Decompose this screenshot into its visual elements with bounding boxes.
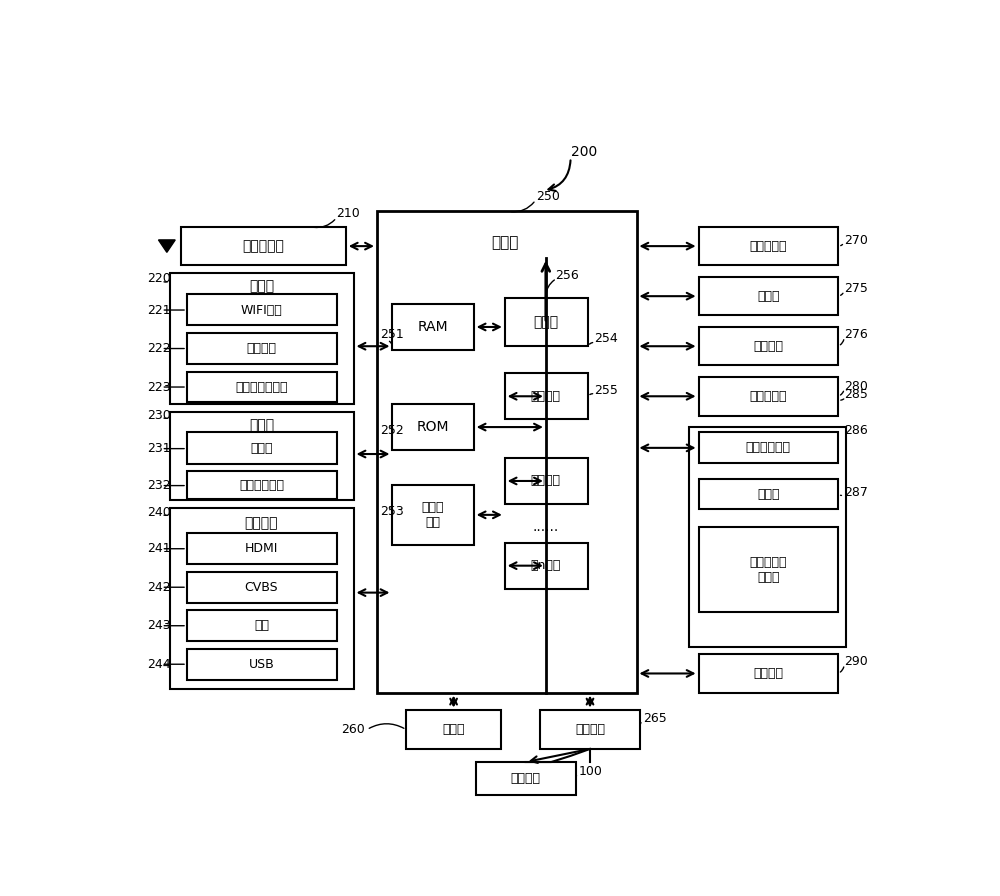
FancyBboxPatch shape bbox=[187, 533, 337, 564]
Text: 200: 200 bbox=[571, 145, 597, 159]
FancyBboxPatch shape bbox=[698, 527, 838, 612]
Text: WIFI模块: WIFI模块 bbox=[241, 304, 282, 316]
Text: USB: USB bbox=[249, 658, 274, 671]
Text: 音频处理器: 音频处理器 bbox=[750, 390, 787, 403]
Text: 210: 210 bbox=[337, 207, 360, 220]
Text: 存储器: 存储器 bbox=[442, 723, 465, 737]
FancyBboxPatch shape bbox=[392, 404, 474, 450]
FancyBboxPatch shape bbox=[698, 277, 838, 315]
FancyBboxPatch shape bbox=[505, 298, 588, 346]
Text: 242: 242 bbox=[147, 581, 170, 594]
Text: 276: 276 bbox=[844, 328, 868, 341]
Text: 255: 255 bbox=[594, 384, 618, 398]
FancyBboxPatch shape bbox=[505, 458, 588, 504]
Text: 第一接口: 第一接口 bbox=[531, 390, 561, 403]
Polygon shape bbox=[158, 240, 175, 253]
Text: 280: 280 bbox=[844, 380, 868, 392]
Text: 275: 275 bbox=[844, 282, 868, 295]
FancyBboxPatch shape bbox=[505, 543, 588, 589]
Text: 252: 252 bbox=[380, 425, 404, 437]
Text: 第n接口: 第n接口 bbox=[531, 559, 561, 573]
Text: 视频处理器: 视频处理器 bbox=[750, 239, 787, 253]
Text: 调谐解调器: 调谐解调器 bbox=[242, 239, 284, 253]
FancyBboxPatch shape bbox=[698, 654, 838, 693]
Text: CVBS: CVBS bbox=[245, 581, 278, 594]
FancyBboxPatch shape bbox=[187, 294, 337, 325]
FancyBboxPatch shape bbox=[187, 372, 337, 402]
Text: 265: 265 bbox=[643, 711, 666, 725]
Text: 221: 221 bbox=[147, 304, 170, 316]
Text: 290: 290 bbox=[844, 655, 868, 668]
FancyBboxPatch shape bbox=[392, 304, 474, 350]
Text: 通信器: 通信器 bbox=[249, 280, 274, 293]
FancyBboxPatch shape bbox=[187, 471, 337, 499]
FancyBboxPatch shape bbox=[187, 610, 337, 642]
Text: 270: 270 bbox=[844, 234, 868, 247]
Text: 扬声器: 扬声器 bbox=[757, 487, 780, 501]
Text: 控制器: 控制器 bbox=[491, 235, 518, 250]
Text: 有线以太网模块: 有线以太网模块 bbox=[235, 381, 288, 393]
Text: 用户接口: 用户接口 bbox=[575, 723, 605, 737]
FancyBboxPatch shape bbox=[698, 478, 838, 510]
Text: 244: 244 bbox=[147, 658, 170, 671]
Text: 摄像头: 摄像头 bbox=[250, 442, 273, 455]
Text: 251: 251 bbox=[380, 328, 404, 341]
Text: 231: 231 bbox=[147, 442, 170, 455]
FancyBboxPatch shape bbox=[170, 508, 354, 689]
Text: HDMI: HDMI bbox=[245, 542, 278, 556]
FancyBboxPatch shape bbox=[187, 572, 337, 603]
FancyBboxPatch shape bbox=[181, 227, 346, 265]
Text: 声音采集组件: 声音采集组件 bbox=[239, 479, 284, 492]
Text: 222: 222 bbox=[147, 342, 170, 355]
Text: ROM: ROM bbox=[416, 420, 449, 434]
FancyBboxPatch shape bbox=[540, 711, 640, 749]
FancyBboxPatch shape bbox=[377, 211, 637, 693]
Text: 254: 254 bbox=[594, 332, 618, 345]
FancyBboxPatch shape bbox=[698, 327, 838, 366]
Text: 外接音响输
出端子: 外接音响输 出端子 bbox=[750, 556, 787, 583]
FancyBboxPatch shape bbox=[170, 411, 354, 500]
Text: 232: 232 bbox=[147, 479, 170, 492]
Text: 显示器: 显示器 bbox=[757, 289, 780, 303]
Text: 供电电源: 供电电源 bbox=[753, 667, 783, 680]
Text: 260: 260 bbox=[342, 723, 365, 737]
Text: 250: 250 bbox=[536, 190, 560, 202]
Text: RAM: RAM bbox=[417, 320, 448, 334]
Text: 处理器: 处理器 bbox=[533, 315, 558, 330]
FancyBboxPatch shape bbox=[698, 377, 838, 416]
FancyBboxPatch shape bbox=[505, 373, 588, 419]
Text: 286: 286 bbox=[844, 425, 868, 437]
Text: 256: 256 bbox=[555, 269, 579, 282]
Text: 240: 240 bbox=[147, 506, 170, 519]
Text: 控制装置: 控制装置 bbox=[511, 772, 541, 786]
Text: 分量: 分量 bbox=[254, 619, 269, 633]
FancyBboxPatch shape bbox=[392, 485, 474, 545]
Text: 触控组件: 触控组件 bbox=[753, 340, 783, 353]
FancyBboxPatch shape bbox=[689, 427, 846, 647]
Text: 230: 230 bbox=[147, 409, 170, 422]
Text: 287: 287 bbox=[844, 486, 868, 499]
FancyBboxPatch shape bbox=[187, 433, 337, 464]
Text: 蓝牙模块: 蓝牙模块 bbox=[246, 342, 276, 355]
FancyBboxPatch shape bbox=[170, 273, 354, 404]
FancyBboxPatch shape bbox=[476, 762, 576, 795]
Text: 100: 100 bbox=[578, 765, 602, 778]
Text: 检测器: 检测器 bbox=[249, 418, 274, 433]
FancyBboxPatch shape bbox=[187, 333, 337, 364]
Text: 第二接口: 第二接口 bbox=[531, 475, 561, 487]
FancyBboxPatch shape bbox=[698, 227, 838, 265]
FancyBboxPatch shape bbox=[187, 649, 337, 680]
Text: 223: 223 bbox=[147, 381, 170, 393]
FancyBboxPatch shape bbox=[698, 433, 838, 463]
Text: 接口组件: 接口组件 bbox=[245, 516, 278, 530]
Text: 图形处
理器: 图形处 理器 bbox=[421, 501, 444, 529]
Text: 220: 220 bbox=[147, 272, 170, 285]
Text: 243: 243 bbox=[147, 619, 170, 633]
Text: 241: 241 bbox=[147, 542, 170, 556]
Text: 285: 285 bbox=[844, 388, 868, 401]
Text: 音频输出接口: 音频输出接口 bbox=[746, 442, 791, 454]
Text: ......: ...... bbox=[533, 521, 559, 534]
FancyBboxPatch shape bbox=[406, 711, 501, 749]
Text: 253: 253 bbox=[380, 505, 404, 518]
